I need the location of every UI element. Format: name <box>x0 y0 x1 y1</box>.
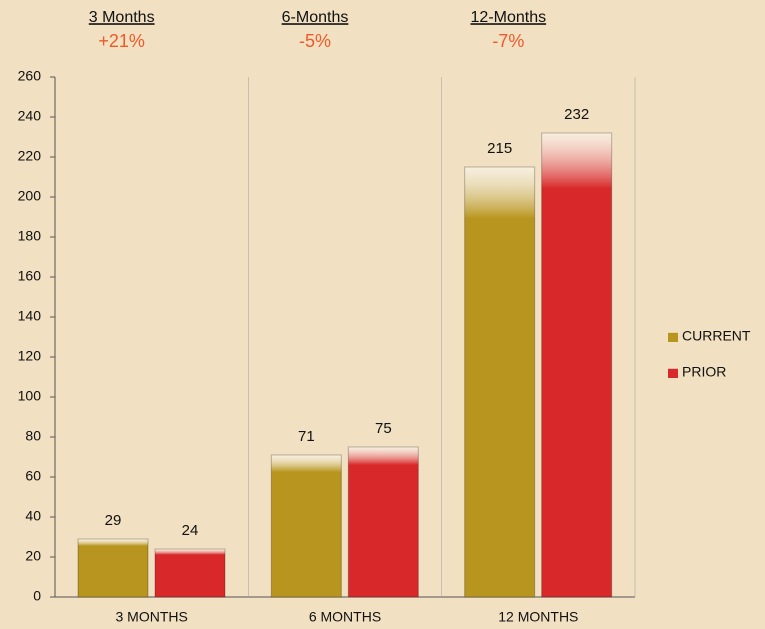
y-tick-label: 220 <box>18 148 42 164</box>
value-label: 24 <box>182 522 199 539</box>
bar <box>270 454 342 598</box>
y-tick-label: 160 <box>18 268 42 284</box>
value-label: 71 <box>298 428 315 445</box>
value-label: 29 <box>105 512 122 529</box>
y-tick-label: 200 <box>18 188 42 204</box>
bar <box>541 132 613 598</box>
value-label: 215 <box>487 140 512 157</box>
y-tick-label: 240 <box>18 108 42 124</box>
value-label: 75 <box>375 420 392 437</box>
x-tick-label: 3 MONTHS <box>115 609 187 625</box>
bar <box>154 548 226 598</box>
group-change: +21% <box>98 31 145 51</box>
y-tick-label: 80 <box>25 428 41 444</box>
y-tick-label: 20 <box>25 548 41 564</box>
group-title: 6-Months <box>282 9 349 26</box>
y-tick-label: 120 <box>18 348 42 364</box>
group-change: -5% <box>299 31 331 51</box>
x-tick-label: 12 MONTHS <box>498 609 578 625</box>
x-tick-label: 6 MONTHS <box>309 609 381 625</box>
legend-swatch <box>668 368 678 378</box>
bar <box>464 166 536 598</box>
group-change: -7% <box>492 31 524 51</box>
bar <box>77 538 149 598</box>
legend-label: PRIOR <box>682 364 726 380</box>
y-tick-label: 180 <box>18 228 42 244</box>
y-tick-label: 100 <box>18 388 42 404</box>
group-title: 12-Months <box>471 9 547 26</box>
y-tick-label: 60 <box>25 468 41 484</box>
legend-label: CURRENT <box>682 328 751 344</box>
y-tick-label: 40 <box>25 508 41 524</box>
bar <box>347 446 419 598</box>
value-label: 232 <box>564 106 589 123</box>
legend-swatch <box>668 332 678 342</box>
y-tick-label: 140 <box>18 308 42 324</box>
y-tick-label: 260 <box>18 68 42 84</box>
y-tick-label: 0 <box>33 588 41 604</box>
group-title: 3 Months <box>89 9 155 26</box>
